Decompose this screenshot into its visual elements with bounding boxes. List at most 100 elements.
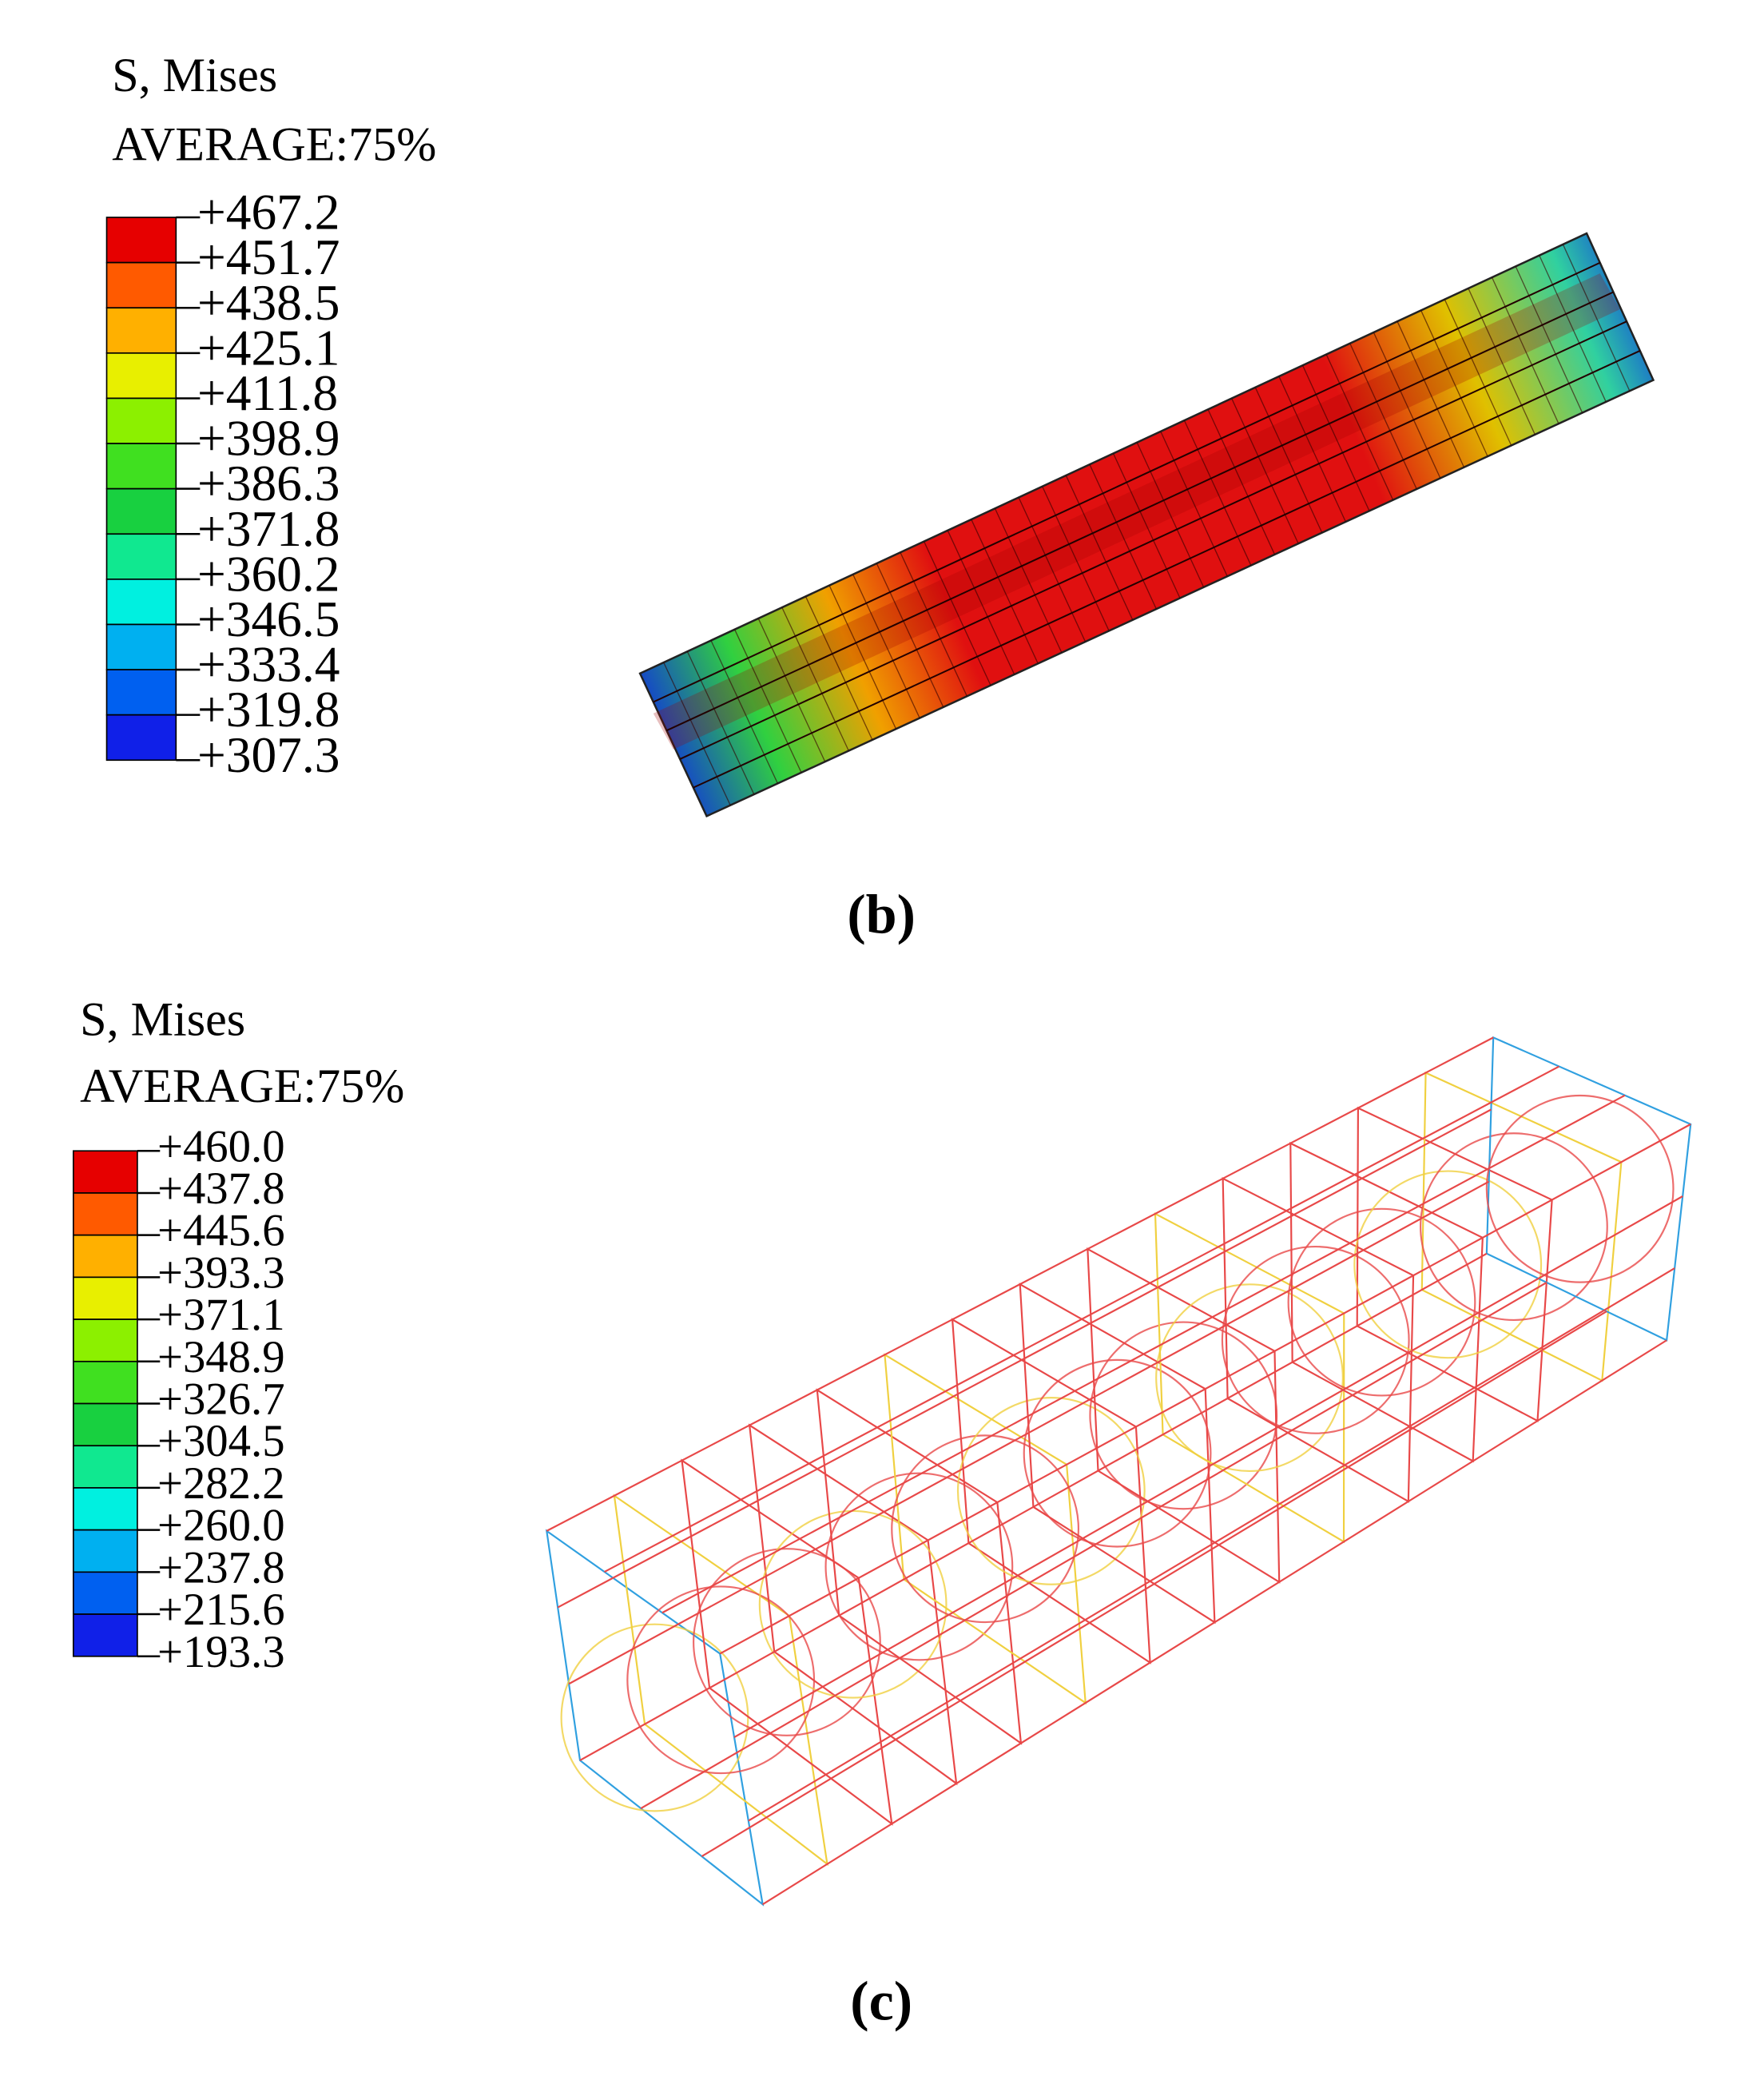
wire-edge xyxy=(557,1108,1492,1609)
wire-ring xyxy=(1420,1132,1608,1321)
legend-label: +346.5 xyxy=(197,591,340,647)
legend-band xyxy=(72,1318,138,1362)
mesh-line xyxy=(1254,387,1323,533)
legend-band xyxy=(105,352,177,400)
legend-band xyxy=(72,1276,138,1320)
legend-label: +371.1 xyxy=(157,1290,285,1340)
mesh-line xyxy=(1420,310,1488,457)
legend-subtitle: AVERAGE:75% xyxy=(112,117,436,171)
mesh-line xyxy=(1468,288,1536,436)
wire-edge xyxy=(733,1195,1683,1738)
mesh-line xyxy=(781,607,849,751)
legend-label: +304.5 xyxy=(157,1416,285,1466)
legend-band xyxy=(105,714,177,762)
mesh-line xyxy=(1278,376,1346,523)
mesh-line xyxy=(994,507,1063,653)
wire-ring xyxy=(1089,1321,1278,1510)
legend-label: +437.8 xyxy=(157,1163,285,1214)
legend-label: +460.0 xyxy=(157,1121,285,1171)
legend-band xyxy=(72,1613,138,1657)
legend-band xyxy=(105,443,177,490)
wire-ring xyxy=(1221,1245,1410,1434)
legend-band xyxy=(72,1360,138,1405)
legend-band xyxy=(105,217,177,264)
legend-band xyxy=(72,1487,138,1531)
mesh-line xyxy=(805,596,873,741)
legend-label: +451.7 xyxy=(197,229,340,285)
mesh-line xyxy=(1562,244,1631,392)
wire-ring xyxy=(693,1548,881,1736)
mesh-line xyxy=(900,552,967,697)
legend-label: +326.7 xyxy=(157,1374,285,1425)
mesh-line xyxy=(1373,332,1441,479)
legend-band xyxy=(105,669,177,716)
legend-label: +237.8 xyxy=(157,1542,285,1593)
mesh-line xyxy=(1183,420,1252,566)
mesh-line xyxy=(923,541,991,686)
legend-label: +386.3 xyxy=(197,455,340,511)
mesh-line xyxy=(686,650,755,795)
legend-band xyxy=(72,1529,138,1573)
wire-section xyxy=(1485,1036,1692,1342)
mesh-line xyxy=(1515,266,1583,413)
wire-edge xyxy=(604,1065,1560,1573)
wire-section xyxy=(1289,1141,1484,1463)
legend-label: +438.5 xyxy=(197,274,340,331)
legend-label: +333.4 xyxy=(197,636,340,693)
wireframe-model xyxy=(545,1036,1692,1907)
mesh-line xyxy=(733,629,802,774)
mesh-line xyxy=(1231,398,1299,544)
wire-ring xyxy=(1155,1283,1344,1473)
legend-title: S, Mises xyxy=(112,48,277,101)
mesh-line xyxy=(666,291,1614,732)
wire-section xyxy=(613,1493,828,1867)
legend-label: +360.2 xyxy=(197,545,340,602)
legend-label: +467.2 xyxy=(197,184,340,241)
wire-section xyxy=(1420,1071,1623,1382)
mesh-line xyxy=(1160,431,1228,577)
mesh-line xyxy=(947,530,1015,675)
mesh-line xyxy=(852,574,920,718)
wire-edge xyxy=(640,1281,1547,1809)
mesh-line xyxy=(1207,409,1276,555)
caption: (c) xyxy=(850,1971,912,2033)
legend-label: +393.3 xyxy=(157,1247,285,1298)
mesh-line xyxy=(710,640,779,784)
legend-band xyxy=(105,579,177,626)
mesh-line xyxy=(1301,364,1370,511)
mesh-line xyxy=(1491,276,1559,424)
legend-label: +282.2 xyxy=(157,1458,285,1509)
mesh-line xyxy=(1325,354,1394,500)
mesh-line xyxy=(1042,486,1110,631)
mesh-line xyxy=(757,618,826,762)
wire-edge xyxy=(546,1036,1494,1532)
legend-title: S, Mises xyxy=(80,992,245,1045)
wire-ring xyxy=(891,1434,1080,1624)
legend-band xyxy=(105,261,177,309)
wire-ring xyxy=(1287,1207,1476,1397)
legend-subtitle: AVERAGE:75% xyxy=(80,1059,404,1112)
mesh-line xyxy=(1065,475,1134,621)
wire-ring xyxy=(1485,1094,1675,1283)
slab-model xyxy=(638,232,1655,818)
legend-label: +260.0 xyxy=(157,1501,285,1551)
mesh-line xyxy=(1396,320,1465,468)
legend-band xyxy=(72,1234,138,1279)
mesh-line xyxy=(1136,442,1205,588)
wire-ring xyxy=(1023,1358,1212,1548)
legend-band xyxy=(105,307,177,354)
mesh-line xyxy=(1018,497,1087,642)
legend-label: +371.8 xyxy=(197,500,340,557)
mesh-line xyxy=(1539,255,1607,403)
legend-band xyxy=(72,1402,138,1447)
wire-edge xyxy=(762,1339,1667,1906)
mesh-line xyxy=(828,585,897,730)
legend-band xyxy=(105,487,177,535)
legend-label: +193.3 xyxy=(157,1627,285,1677)
legend-label: +411.8 xyxy=(197,364,338,421)
wire-ring xyxy=(1353,1170,1543,1359)
legend-label: +445.6 xyxy=(157,1206,285,1256)
mesh-line xyxy=(876,563,944,708)
